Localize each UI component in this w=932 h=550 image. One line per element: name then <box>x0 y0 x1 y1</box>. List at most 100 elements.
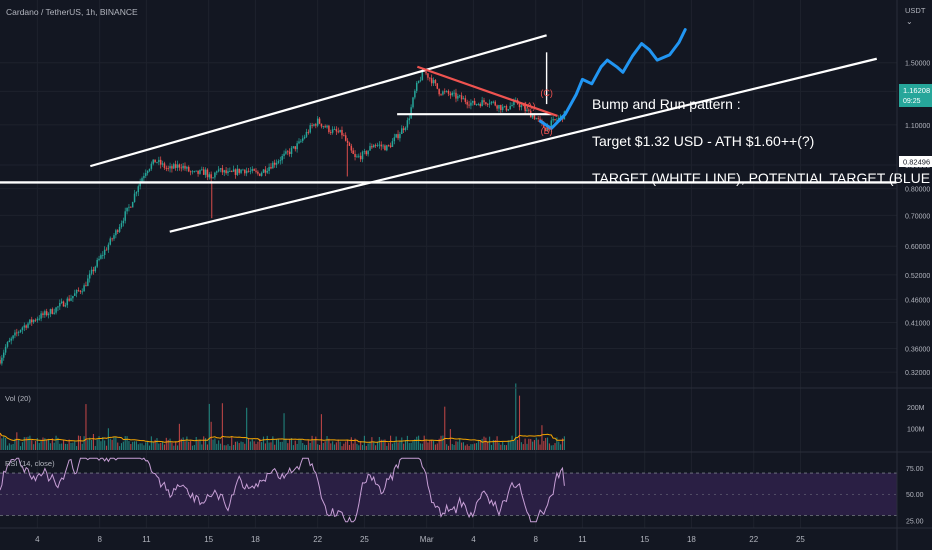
candle-body <box>217 169 220 172</box>
volume-bar <box>466 444 468 450</box>
volume-bar <box>423 435 425 450</box>
candlestick-series <box>0 68 566 366</box>
candle-body <box>216 171 218 173</box>
candle-body <box>442 91 444 95</box>
candle-body <box>358 155 360 157</box>
candle-body <box>419 80 422 81</box>
rsi-line <box>0 457 565 523</box>
rsi-label[interactable]: RSI (14, close) <box>5 459 55 468</box>
volume-bar <box>145 442 147 450</box>
candle-body <box>559 115 562 118</box>
candle-body <box>333 129 336 130</box>
candle-body <box>288 151 291 154</box>
candle-body <box>509 106 511 110</box>
trendline-channel-lower[interactable] <box>169 57 878 233</box>
volume-bar <box>111 439 113 450</box>
volume-bar <box>70 442 72 450</box>
volume-bar <box>40 441 42 450</box>
last-price-value: 1.16208 <box>903 86 930 95</box>
candle-body <box>79 290 82 292</box>
candle-body <box>496 105 498 109</box>
candle-body <box>501 106 504 111</box>
volume-bar <box>283 413 285 450</box>
candle-body <box>53 312 55 314</box>
candle-body <box>148 168 151 171</box>
volume-bar <box>380 439 382 450</box>
trendline-channel-upper[interactable] <box>90 34 547 168</box>
candle-body <box>415 82 418 91</box>
candle-body <box>113 235 115 239</box>
volume-bar <box>442 435 444 450</box>
volume-bar <box>55 435 57 450</box>
candle-body <box>513 101 515 105</box>
volume-bar <box>302 443 304 450</box>
volume-bar <box>350 437 352 450</box>
volume-bar <box>246 407 248 450</box>
candle-body <box>511 104 513 107</box>
time-tick-label: 4 <box>35 535 40 544</box>
volume-bar <box>330 443 332 450</box>
candle-body <box>387 145 390 147</box>
candle-body <box>445 90 448 92</box>
volume-bar <box>64 443 66 450</box>
wave-label: (B) <box>541 126 553 136</box>
volume-bar <box>158 443 160 450</box>
volume-bar <box>425 439 427 450</box>
candle-body <box>202 169 205 175</box>
volume-bar <box>376 441 379 450</box>
candle-body <box>111 238 113 240</box>
volume-bar <box>511 435 513 450</box>
volume-bar <box>242 442 244 450</box>
candle-body <box>40 313 42 319</box>
volume-bar <box>33 444 35 450</box>
volume-bar <box>393 442 395 450</box>
time-tick-label: 18 <box>251 535 260 544</box>
volume-bar <box>419 443 422 450</box>
volume-bar <box>221 403 223 450</box>
volume-bar <box>304 444 306 450</box>
candle-body <box>219 168 222 170</box>
candle-body <box>331 129 334 133</box>
candle-body <box>118 226 121 232</box>
time-axis[interactable]: 4 8 11 15 18 22 25 Mar 4 8 11 15 18 22 25 <box>35 535 805 544</box>
candle-body <box>38 318 40 320</box>
volume-bar <box>434 444 436 450</box>
candle-body <box>528 109 530 111</box>
currency-chevron-icon[interactable]: ⌄ <box>906 17 913 26</box>
candle-body <box>386 145 388 151</box>
time-tick-label: 4 <box>471 535 476 544</box>
volume-bar <box>487 441 489 450</box>
candle-body <box>544 127 547 131</box>
volume-bar <box>360 441 362 450</box>
candle-body <box>425 71 427 74</box>
candle-body <box>414 90 416 98</box>
candle-body <box>389 145 392 147</box>
candle-body <box>488 103 491 105</box>
volume-bar <box>388 442 390 450</box>
candle-body <box>74 293 76 296</box>
volume-bar <box>216 443 218 450</box>
candle-body <box>434 80 437 84</box>
volume-bar <box>287 443 289 450</box>
candle-body <box>457 95 459 99</box>
candle-body <box>470 102 472 106</box>
volume-bar <box>401 437 403 450</box>
trendline-bump-down-line[interactable] <box>416 65 558 117</box>
candle-body <box>59 302 61 307</box>
volume-bar <box>150 436 152 450</box>
candle-body <box>174 164 177 168</box>
candle-body <box>199 170 201 174</box>
candle-body <box>189 171 192 173</box>
volume-bar <box>412 441 414 450</box>
volume-label[interactable]: Vol (20) <box>5 394 31 403</box>
volume-bar <box>152 442 154 450</box>
volume-bar <box>208 403 210 450</box>
volume-bar <box>361 445 364 450</box>
currency-label[interactable]: USDT <box>905 6 926 15</box>
volume-bar <box>328 438 330 450</box>
candle-body <box>287 151 289 153</box>
candle-body <box>421 70 424 81</box>
candle-body <box>322 126 325 128</box>
candle-body <box>464 98 467 102</box>
volume-bar <box>447 445 450 450</box>
